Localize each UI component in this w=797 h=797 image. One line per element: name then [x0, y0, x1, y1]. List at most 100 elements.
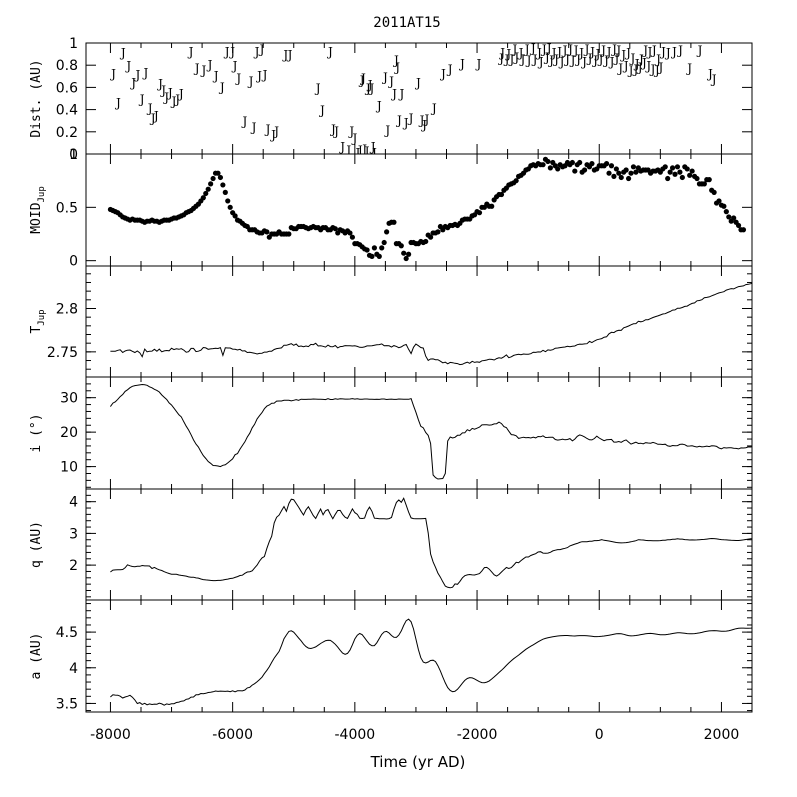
data-point	[625, 175, 632, 182]
y-axis-title-text: i (°)	[29, 413, 44, 452]
data-point-marker: J	[356, 144, 363, 158]
data-point-marker: J	[507, 53, 514, 67]
x-tick-label: -8000	[90, 727, 131, 743]
data-point-marker: J	[134, 68, 141, 82]
y-tick-label: 10	[60, 460, 78, 476]
data-point	[406, 251, 412, 257]
data-point	[381, 239, 387, 246]
data-point-marker: J	[610, 43, 617, 57]
series-line-tjup	[110, 282, 752, 366]
y-tick-label: 0.5	[56, 200, 78, 216]
chart-title: 2011AT15	[373, 15, 440, 31]
data-point	[613, 166, 619, 172]
data-point	[731, 215, 737, 221]
series-tjup	[110, 282, 752, 366]
data-point	[711, 189, 717, 195]
data-point	[286, 231, 292, 237]
data-point-marker: J	[258, 43, 265, 57]
data-point-marker: J	[212, 69, 219, 83]
y-axis-title-moid: MOIDJup	[29, 186, 47, 234]
data-point	[662, 164, 668, 170]
data-point-marker: J	[654, 53, 661, 67]
data-point-marker: J	[423, 112, 430, 126]
data-point-marker: J	[360, 142, 367, 156]
data-point-marker: J	[397, 87, 404, 101]
data-point	[215, 170, 221, 176]
data-point	[264, 229, 270, 235]
data-point-marker: J	[602, 54, 609, 68]
data-point-marker: J	[138, 93, 145, 107]
series-line-inc	[109, 383, 752, 480]
data-point-marker: J	[504, 47, 511, 61]
data-point-marker: J	[240, 115, 247, 129]
panel-frame-inc	[85, 376, 753, 490]
data-point	[572, 168, 578, 174]
data-point-marker: J	[535, 46, 542, 60]
y-tick-label: 20	[60, 425, 78, 441]
data-point-marker: J	[572, 44, 579, 58]
data-point-marker: J	[599, 44, 606, 58]
data-point	[616, 170, 622, 176]
data-point-marker: J	[255, 69, 262, 83]
y-axis-title-text: Dist. (AU)	[29, 59, 44, 137]
data-point	[633, 169, 639, 175]
data-point-marker: J	[710, 73, 717, 87]
data-point	[547, 165, 553, 171]
panel-tjup: 2.75 2.8 TJup	[29, 265, 753, 378]
data-point	[677, 169, 683, 175]
data-point-marker: J	[231, 59, 238, 73]
data-point-marker: J	[644, 59, 651, 73]
data-point-marker: J	[129, 76, 136, 90]
data-point-marker: J	[552, 53, 559, 67]
data-point-marker: J	[187, 45, 194, 59]
data-point-marker: J	[407, 111, 414, 125]
data-point-marker: J	[234, 71, 241, 85]
y-tick-label: 3	[69, 526, 78, 542]
data-point-marker: J	[347, 125, 354, 139]
data-point	[227, 204, 233, 210]
data-point	[669, 165, 676, 171]
data-point-marker: J	[594, 47, 601, 61]
data-point-marker: J	[706, 67, 713, 81]
x-tick-label: -6000	[212, 727, 253, 743]
data-point	[684, 166, 690, 172]
data-point-marker: J	[498, 46, 505, 60]
data-point-marker: J	[586, 51, 593, 65]
data-point-marker: J	[458, 57, 465, 71]
data-point-marker: J	[152, 109, 159, 123]
panel-moid: 0 0.5 1 MOIDJup	[29, 147, 753, 270]
data-point-marker: J	[640, 56, 647, 70]
data-point-marker: J	[511, 43, 518, 57]
y-tick-label: 2	[69, 558, 78, 574]
data-point	[376, 253, 382, 259]
panel-frame-dist	[85, 42, 753, 155]
data-point-marker: J	[387, 75, 394, 89]
data-point-marker: J	[261, 68, 268, 82]
data-point-marker: J	[350, 131, 357, 145]
y-tick-label: 4	[69, 495, 78, 511]
data-point-marker: J	[563, 53, 570, 67]
data-point	[403, 255, 409, 262]
data-point-marker: J	[619, 48, 626, 62]
data-point-marker: J	[523, 43, 530, 57]
data-point-marker: J	[156, 77, 163, 91]
x-tick-label: 0	[595, 727, 604, 743]
data-point-marker: J	[314, 81, 321, 95]
data-point	[476, 210, 483, 216]
data-point-marker: J	[588, 45, 595, 59]
data-point	[740, 227, 747, 233]
data-point-marker: J	[583, 43, 590, 57]
y-tick-label: 0.4	[56, 103, 78, 119]
data-point-marker: J	[525, 54, 532, 68]
data-point-marker: J	[228, 45, 235, 59]
data-point-marker: J	[364, 81, 371, 95]
data-point-marker: J	[177, 87, 184, 101]
data-point-marker: J	[250, 120, 257, 134]
data-point-marker: J	[550, 46, 557, 60]
data-point-marker: J	[547, 54, 554, 68]
data-point-marker: J	[395, 114, 402, 128]
panel-inc: 10 20 30 i (°)	[29, 376, 753, 490]
data-point-marker: J	[146, 101, 153, 115]
data-point-marker: J	[124, 59, 131, 73]
